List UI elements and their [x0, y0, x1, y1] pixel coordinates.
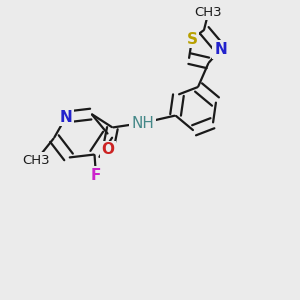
Text: F: F: [91, 168, 101, 183]
Text: N: N: [60, 110, 72, 124]
Text: N: N: [214, 42, 227, 57]
Text: O: O: [101, 142, 115, 158]
Text: NH: NH: [131, 116, 154, 130]
Text: CH3: CH3: [22, 154, 50, 167]
Text: S: S: [187, 32, 197, 46]
Text: CH3: CH3: [195, 5, 222, 19]
